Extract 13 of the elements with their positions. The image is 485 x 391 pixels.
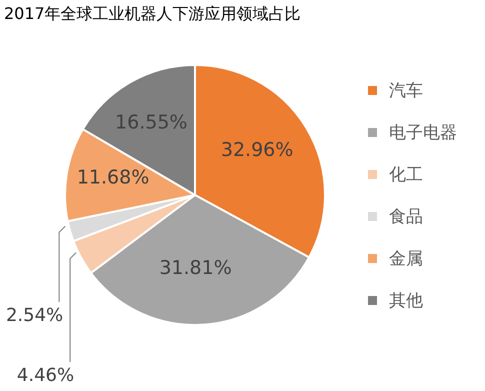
chart-title: 2017年全球工业机器人下游应用领域占比 xyxy=(4,4,301,25)
data-label: 31.81% xyxy=(159,256,232,279)
data-label: 16.55% xyxy=(115,111,188,134)
legend-label: 食品 xyxy=(389,206,423,228)
legend-label: 汽车 xyxy=(389,80,423,102)
data-label: 4.46% xyxy=(16,365,74,386)
data-label: 32.96% xyxy=(220,139,294,162)
legend-label: 化工 xyxy=(389,164,423,186)
legend-label: 其他 xyxy=(389,290,423,312)
data-label: 11.68% xyxy=(76,166,150,188)
data-label: 2.54% xyxy=(6,305,64,326)
legend-label: 金属 xyxy=(389,248,423,270)
legend-label: 电子电器 xyxy=(389,122,457,144)
